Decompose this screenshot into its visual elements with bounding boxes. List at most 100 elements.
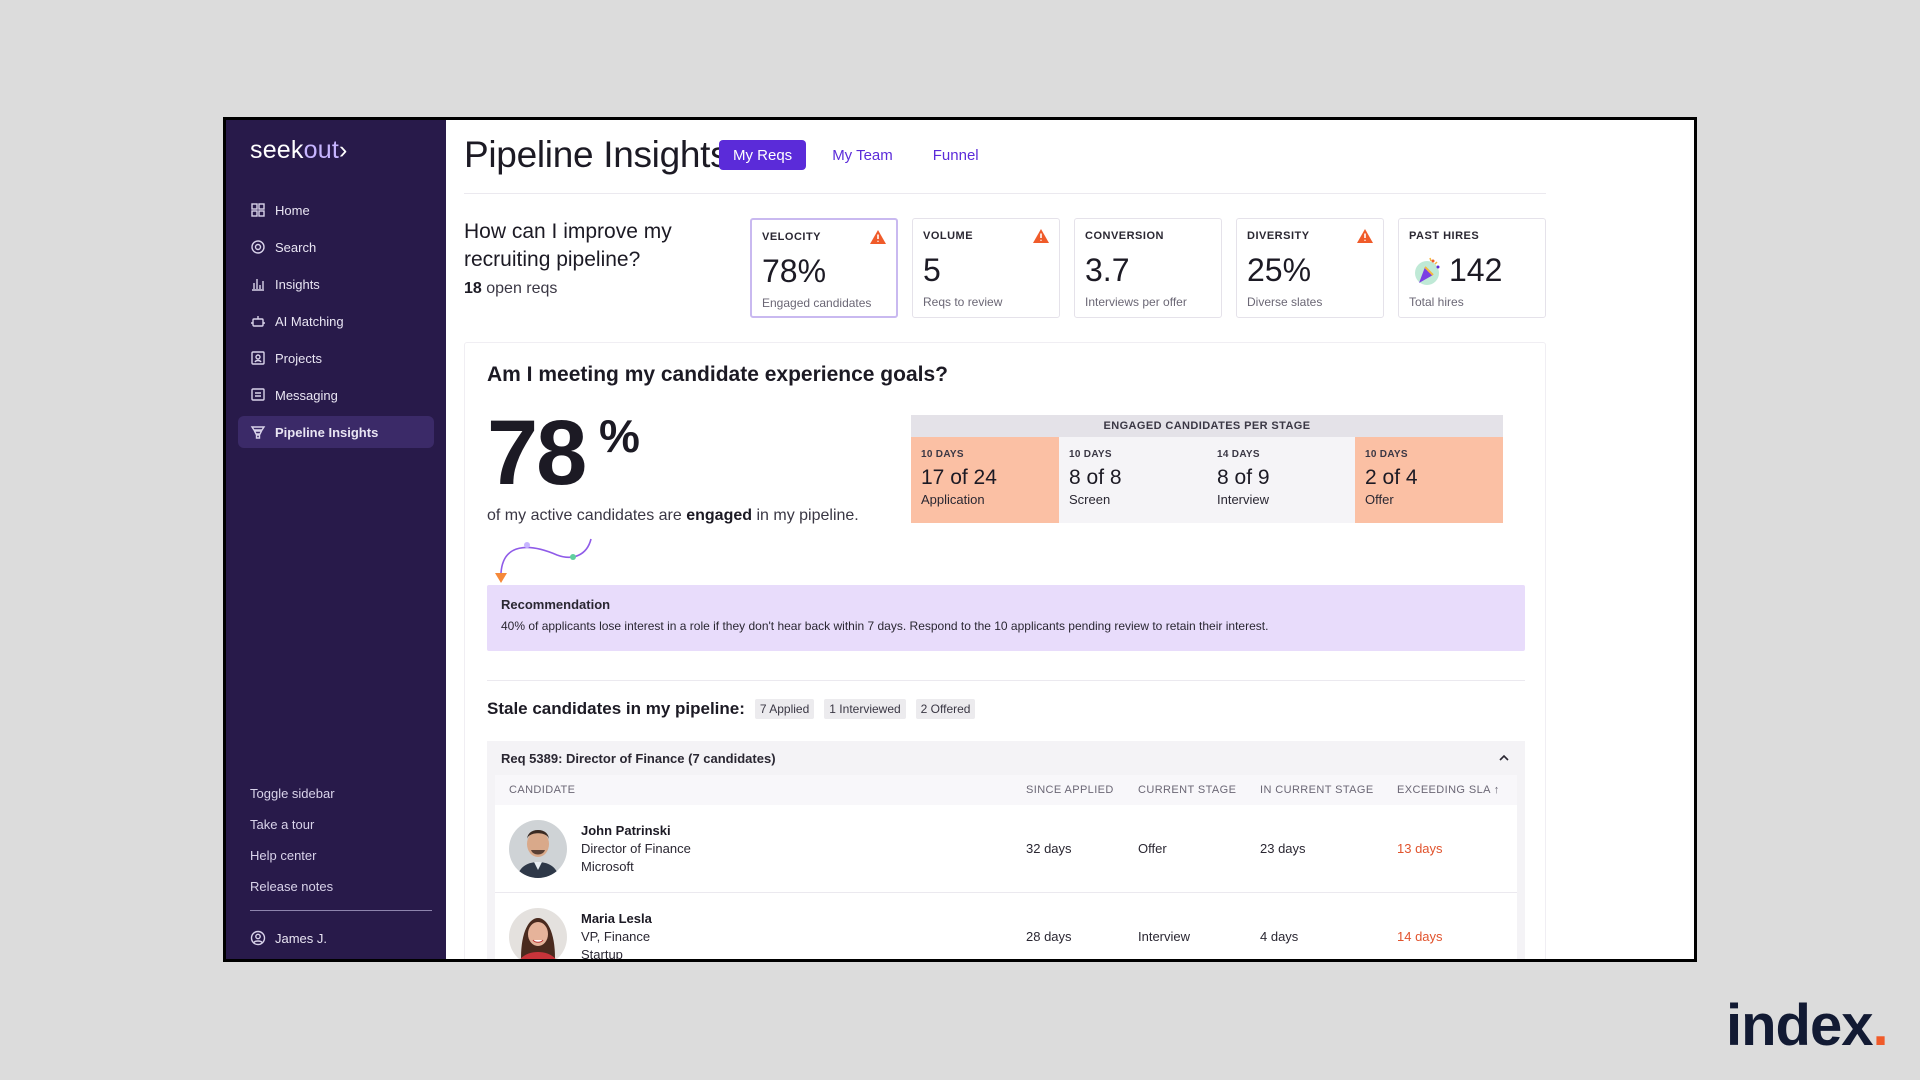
sidebar-item-home[interactable]: Home (238, 194, 434, 226)
col-current-stage[interactable]: CURRENT STAGE (1138, 784, 1237, 796)
metric-sub: Reqs to review (923, 295, 1003, 309)
metric-card-conversion[interactable]: CONVERSION 3.7 Interviews per offer (1074, 218, 1222, 318)
metric-card-velocity[interactable]: VELOCITY 78% Engaged candidates (750, 218, 898, 318)
candidate-company: Microsoft (581, 858, 634, 874)
avatar[interactable] (509, 907, 567, 963)
toggle-sidebar-link[interactable]: Toggle sidebar (250, 786, 335, 801)
help-center-link[interactable]: Help center (250, 848, 317, 863)
table-row[interactable]: Maria Lesla VP, Finance Startup 28 days … (495, 893, 1517, 963)
candidate-table: CANDIDATE SINCE APPLIED CURRENT STAGE IN… (495, 775, 1517, 963)
candidate-title: Director of Finance (581, 840, 691, 856)
col-exceeding-sla[interactable]: EXCEEDING SLA ↑ (1397, 784, 1500, 796)
percent-sign: % (599, 410, 640, 462)
engaged-percentage: 78 (487, 402, 587, 504)
metric-label: DIVERSITY (1247, 230, 1310, 242)
sidebar-nav: Home Search Insights AI Matching Project… (226, 194, 446, 453)
pipeline-question: How can I improve my recruiting pipeline… (464, 220, 672, 271)
stage-application[interactable]: 10 DAYS 17 of 24 Application (911, 437, 1059, 523)
stage-days: 10 DAYS (1069, 449, 1112, 460)
sidebar-item-projects[interactable]: Projects (238, 342, 434, 374)
metric-sub: Engaged candidates (762, 296, 872, 310)
exceeding-sla: 13 days (1397, 841, 1443, 856)
user-icon (250, 930, 266, 946)
sidebar-item-label: Pipeline Insights (275, 424, 379, 440)
message-icon (250, 387, 266, 403)
candidate-company: Startup (581, 946, 623, 962)
logo[interactable]: seekout› (250, 136, 348, 164)
engaged-description: of my active candidates are engaged in m… (487, 507, 859, 524)
metric-value-row: 142 (1409, 252, 1535, 289)
squiggle-arrow-icon (495, 538, 592, 583)
take-tour-link[interactable]: Take a tour (250, 817, 315, 832)
stage-name: Offer (1365, 492, 1394, 507)
tab-my-reqs[interactable]: My Reqs (719, 140, 807, 170)
tab-funnel[interactable]: Funnel (918, 140, 993, 170)
chip-interviewed[interactable]: 1 Interviewed (824, 699, 906, 719)
sidebar-item-label: Home (275, 202, 310, 218)
goals-title: Am I meeting my candidate experience goa… (487, 363, 948, 386)
stage-count: 2 of 4 (1365, 466, 1418, 489)
metric-card-volume[interactable]: VOLUME 5 Reqs to review (912, 218, 1060, 318)
sidebar-item-label: Projects (275, 350, 322, 366)
table-row[interactable]: John Patrinski Director of Finance Micro… (495, 805, 1517, 893)
stage-name: Screen (1069, 492, 1111, 507)
metric-value: 78% (762, 253, 827, 289)
grid-icon (250, 202, 266, 218)
candidate-name[interactable]: Maria Lesla (581, 910, 652, 926)
stage-panel-header: ENGAGED CANDIDATES PER STAGE (911, 415, 1503, 437)
user-menu[interactable]: James J. (250, 930, 327, 946)
avatar[interactable] (509, 819, 567, 878)
col-since-applied[interactable]: SINCE APPLIED (1026, 784, 1114, 796)
warning-icon (1033, 229, 1049, 243)
table-header: CANDIDATE SINCE APPLIED CURRENT STAGE IN… (495, 775, 1517, 805)
sidebar-item-ai-matching[interactable]: AI Matching (238, 305, 434, 337)
stage-interview[interactable]: 14 DAYS 8 of 9 Interview (1207, 437, 1355, 523)
stage-days: 14 DAYS (1217, 449, 1260, 460)
metric-label: PAST HIRES (1409, 230, 1480, 242)
stage-count: 17 of 24 (921, 466, 997, 489)
chip-applied[interactable]: 7 Applied (754, 699, 815, 719)
tab-my-team[interactable]: My Team (818, 140, 907, 170)
candidate-cell: Maria Lesla VP, Finance Startup (509, 907, 1026, 963)
candidate-cell: John Patrinski Director of Finance Micro… (509, 819, 1026, 878)
req-header[interactable]: Req 5389: Director of Finance (7 candida… (487, 741, 1525, 775)
metric-card-diversity[interactable]: DIVERSITY 25% Diverse slates (1236, 218, 1384, 318)
stale-title: Stale candidates in my pipeline: (487, 699, 745, 718)
metric-card-past-hires[interactable]: PAST HIRES 142 Total hires (1398, 218, 1546, 318)
stage-offer[interactable]: 10 DAYS 2 of 4 Offer (1355, 437, 1503, 523)
stage-name: Application (921, 492, 985, 507)
col-candidate[interactable]: CANDIDATE (509, 784, 576, 796)
sidebar-divider (250, 910, 432, 911)
folder-icon (250, 350, 266, 366)
candidate-experience-card: Am I meeting my candidate experience goa… (464, 342, 1546, 963)
metric-sub: Interviews per offer (1085, 295, 1187, 309)
sidebar-item-pipeline-insights[interactable]: Pipeline Insights (238, 416, 434, 448)
recommendation-title: Recommendation (501, 597, 611, 612)
exceeding-sla: 14 days (1397, 929, 1443, 944)
metric-value: 5 (923, 252, 941, 288)
in-current-stage: 23 days (1260, 841, 1306, 856)
candidate-name[interactable]: John Patrinski (581, 822, 671, 838)
sidebar-item-search[interactable]: Search (238, 231, 434, 263)
col-in-current-stage[interactable]: IN CURRENT STAGE (1260, 784, 1374, 796)
sidebar-item-insights[interactable]: Insights (238, 268, 434, 300)
release-notes-link[interactable]: Release notes (250, 879, 334, 894)
metric-value: 25% (1247, 252, 1312, 288)
sidebar-item-label: Insights (275, 276, 320, 292)
chip-offered[interactable]: 2 Offered (915, 699, 976, 719)
header-divider (464, 193, 1546, 194)
bar-chart-icon (250, 276, 266, 292)
metric-cards: VELOCITY 78% Engaged candidates VOLUME 5… (750, 218, 1546, 318)
sidebar-item-label: Messaging (275, 387, 338, 403)
metric-label: VOLUME (923, 230, 974, 242)
stage-count: 8 of 8 (1069, 466, 1122, 489)
metric-label: VELOCITY (762, 231, 822, 243)
req-title: Req 5389: Director of Finance (7 candida… (501, 750, 776, 766)
stage-panel: ENGAGED CANDIDATES PER STAGE 10 DAYS 17 … (911, 415, 1503, 523)
since-applied: 28 days (1026, 929, 1072, 944)
chevron-up-icon[interactable] (1497, 751, 1511, 765)
metric-label: CONVERSION (1085, 230, 1164, 242)
search-icon (250, 239, 266, 255)
sidebar-item-messaging[interactable]: Messaging (238, 379, 434, 411)
stage-screen[interactable]: 10 DAYS 8 of 8 Screen (1059, 437, 1207, 523)
